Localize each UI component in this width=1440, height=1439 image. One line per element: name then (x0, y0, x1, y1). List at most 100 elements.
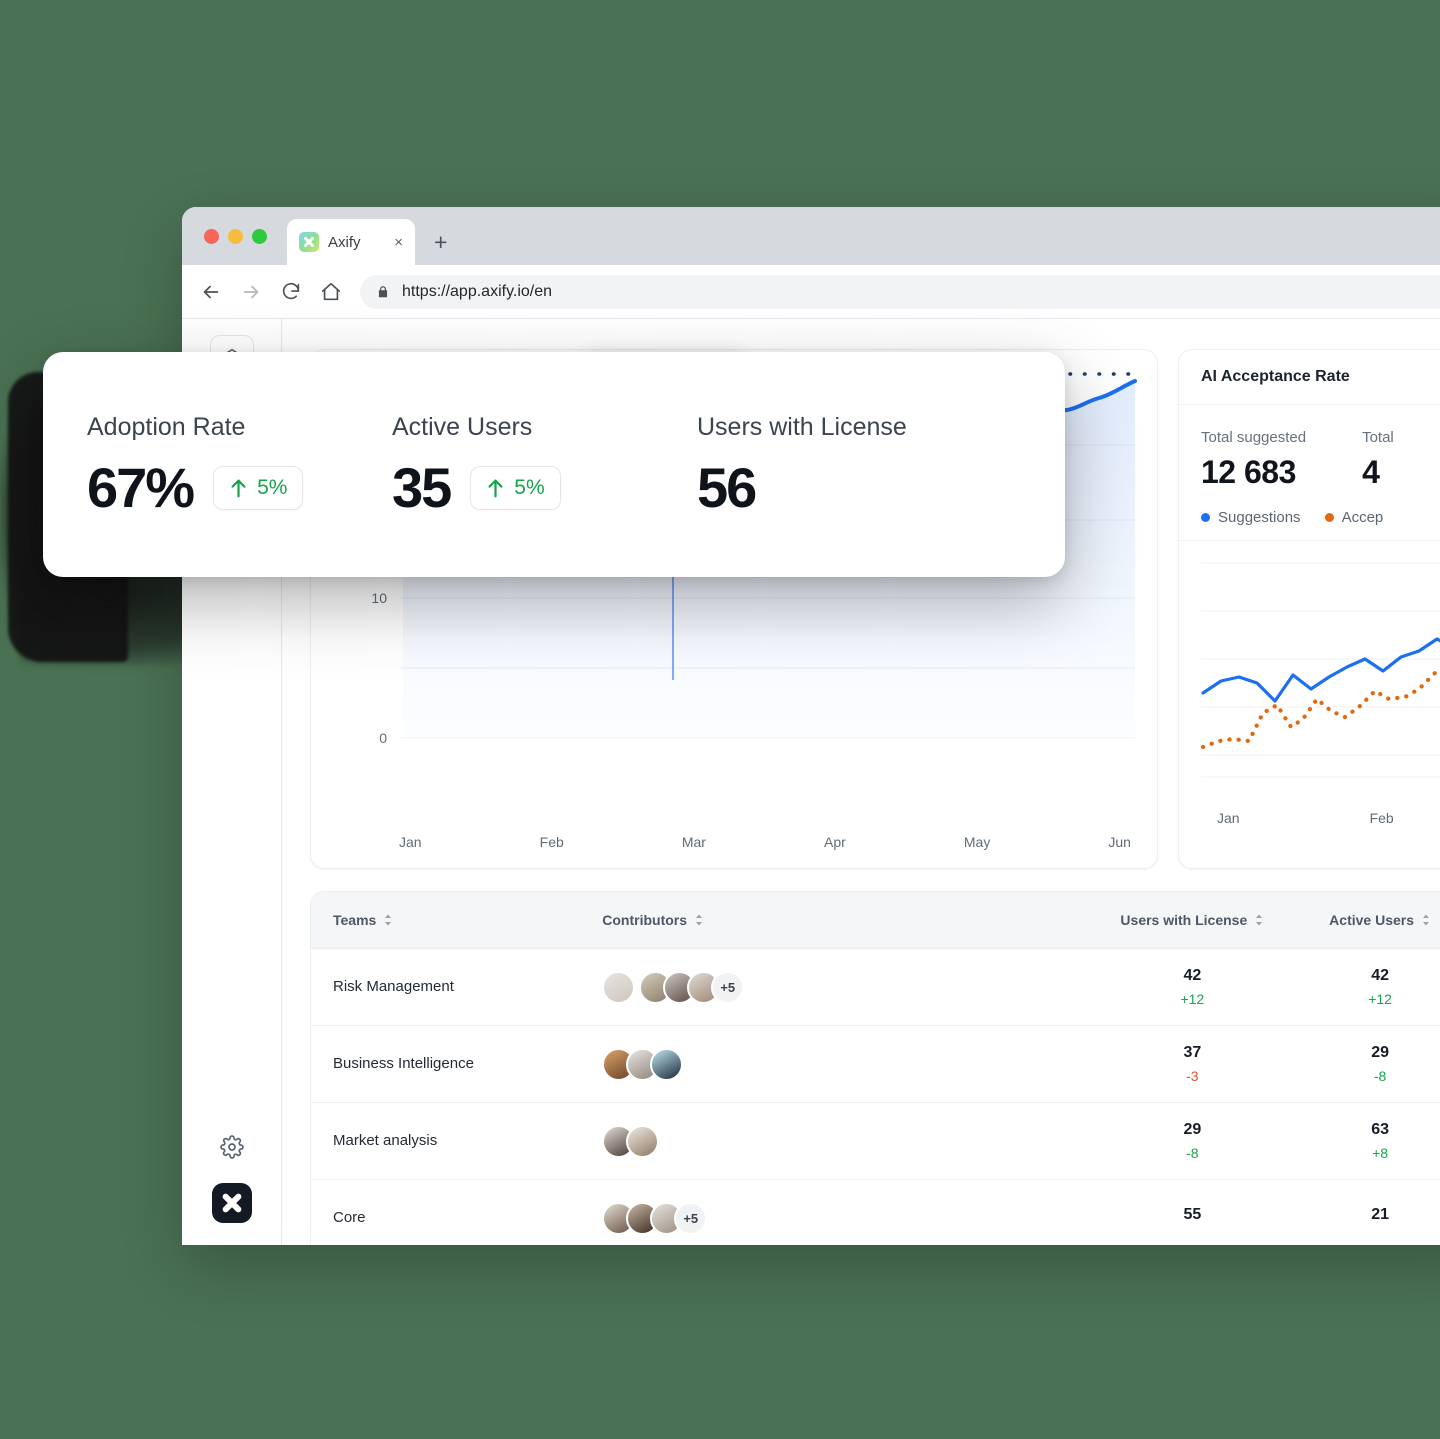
team-name: Core (333, 1209, 366, 1226)
avatar-overflow-count[interactable]: +5 (711, 970, 745, 1004)
arrow-up-icon (231, 479, 246, 498)
teams-table-head: Teams Contributors (311, 892, 1440, 949)
avatar (602, 970, 636, 1004)
legend-item-accepted[interactable]: Accep (1324, 509, 1384, 526)
legend-label: Suggestions (1218, 509, 1301, 526)
avatar-overflow-count[interactable]: +5 (674, 1201, 708, 1235)
metric-value: 21 (1371, 1206, 1389, 1223)
ai-stat: Total 4 (1362, 429, 1394, 491)
axify-favicon-icon (299, 232, 319, 252)
metric-delta: +12 (1180, 991, 1205, 1007)
close-tab-icon[interactable]: × (394, 233, 403, 251)
cell-active-users: 63 +8 (1307, 1102, 1440, 1180)
avatar-group[interactable]: +5 (602, 970, 1055, 1004)
x-tick: Apr (824, 834, 846, 850)
kpi-value: 67% (87, 456, 195, 519)
teams-table-card: Teams Contributors (310, 891, 1440, 1245)
ai-stat-label: Total (1362, 429, 1394, 446)
metric-value: 37 (1183, 1044, 1202, 1061)
kpi-row: 56 (697, 460, 1002, 516)
cell-contributors: +5 (580, 1179, 1078, 1245)
ai-acceptance-rate-card: AI Acceptance Rate Total suggested 12 68… (1178, 349, 1440, 869)
address-bar[interactable]: https://app.axify.io/en (360, 274, 1440, 309)
kpi-value: 35 (392, 456, 452, 519)
table-row[interactable]: Market analysis 29 -8 (311, 1102, 1440, 1180)
x-tick: Feb (539, 834, 564, 850)
legend-item-suggestions[interactable]: Suggestions (1201, 509, 1301, 526)
x-tick: Jun (1108, 834, 1131, 850)
kpi-delta-badge: 5% (213, 466, 304, 510)
cell-users-with-license: 37 -3 (1077, 1025, 1308, 1103)
ai-card-stats: Total suggested 12 683 Total 4 (1179, 405, 1440, 491)
kpi-delta-badge: 5% (470, 466, 561, 510)
new-tab-button[interactable]: + (434, 229, 448, 255)
home-icon[interactable] (320, 281, 342, 303)
ai-card-title: AI Acceptance Rate (1179, 350, 1440, 405)
back-arrow-icon[interactable] (200, 281, 222, 303)
sort-icon (694, 913, 704, 927)
kpi-row: 67% 5% (87, 460, 392, 516)
ai-stat-value: 4 (1362, 454, 1380, 490)
col-label: Contributors (602, 912, 688, 928)
sort-contributors-button[interactable]: Contributors (602, 912, 704, 928)
sort-icon (383, 913, 393, 927)
ai-stat: Total suggested 12 683 (1201, 429, 1306, 491)
axify-logo-icon[interactable] (211, 1183, 252, 1223)
avatar-group[interactable]: +5 (602, 1201, 1055, 1235)
cell-active-users: 21 (1307, 1179, 1440, 1245)
ai-stat-label: Total suggested (1201, 429, 1307, 446)
col-label: Active Users (1329, 912, 1414, 928)
metric-value: 42 (1183, 967, 1202, 984)
sidebar-item-settings[interactable] (210, 1125, 254, 1169)
x-tick: Jan (1217, 810, 1240, 826)
arrow-up-icon (488, 479, 503, 498)
kpi-delta-text: 5% (257, 476, 288, 499)
maximize-window-button[interactable] (252, 229, 267, 244)
reload-icon[interactable] (280, 281, 302, 303)
cell-users-with-license: 29 -8 (1077, 1102, 1308, 1180)
lock-icon (378, 285, 388, 297)
team-name: Risk Management (333, 978, 454, 995)
avatar-group[interactable] (602, 1124, 1055, 1158)
metric-delta: -8 (1373, 1068, 1387, 1084)
table-row[interactable]: Risk Management +5 (311, 948, 1440, 1026)
cell-team: Risk Management (311, 948, 581, 1026)
sort-license-button[interactable]: Users with License (1120, 912, 1264, 928)
close-window-button[interactable] (204, 229, 219, 244)
cell-team: Business Intelligence (311, 1025, 581, 1103)
cell-users-with-license: 42 +12 (1077, 948, 1308, 1026)
sort-active-users-button[interactable]: Active Users (1329, 912, 1431, 928)
cell-team: Market analysis (311, 1102, 581, 1180)
kpi-adoption-rate: Adoption Rate 67% 5% (87, 413, 392, 516)
cell-active-users: 42 +12 (1307, 948, 1440, 1026)
metric-value: 29 (1183, 1121, 1202, 1138)
window-traffic-lights (204, 229, 267, 244)
metric-delta: -8 (1186, 1145, 1199, 1161)
metric-delta: -3 (1186, 1068, 1199, 1084)
kpi-active-users: Active Users 35 5% (392, 413, 697, 516)
table-row[interactable]: Core +5 55 (311, 1179, 1440, 1245)
table-header-row: Teams Contributors (311, 892, 1440, 949)
cell-contributors (580, 1025, 1078, 1103)
kpi-label: Active Users (392, 413, 533, 441)
gear-icon (219, 1135, 244, 1159)
avatar (626, 1124, 660, 1158)
col-users-with-license: Users with License (1077, 892, 1308, 949)
forward-arrow-icon[interactable] (240, 281, 262, 303)
x-tick: Mar (681, 834, 706, 850)
svg-text:0: 0 (379, 730, 387, 746)
cell-contributors (580, 1102, 1078, 1180)
table-row[interactable]: Business Intelligence 37 -3 (311, 1025, 1440, 1103)
metric-value: 29 (1371, 1044, 1389, 1061)
minimize-window-button[interactable] (228, 229, 243, 244)
legend-label: Accep (1341, 509, 1384, 526)
kpi-label: Adoption Rate (87, 413, 246, 441)
col-teams: Teams (311, 892, 581, 949)
sort-icon (1421, 913, 1431, 927)
team-name: Market analysis (333, 1132, 438, 1149)
browser-tab[interactable]: Axify × (287, 219, 415, 265)
metric-value: 63 (1371, 1121, 1389, 1138)
legend-bullet-icon (1324, 513, 1334, 522)
sort-teams-button[interactable]: Teams (333, 912, 393, 928)
avatar-group[interactable] (602, 1047, 1055, 1081)
